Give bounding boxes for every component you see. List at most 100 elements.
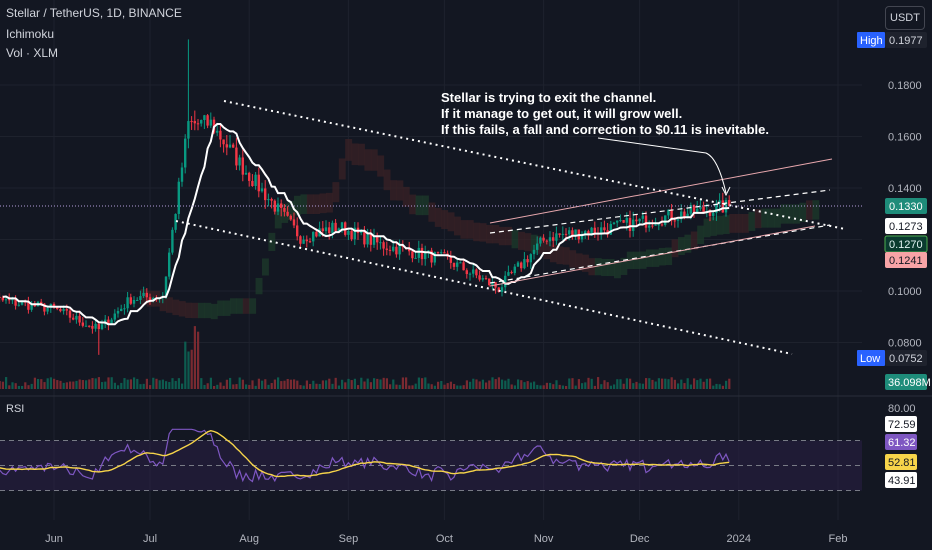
ichimoku-cloud-segment — [697, 225, 705, 245]
ichimoku-cloud-segment — [799, 202, 807, 223]
candle-body — [97, 323, 100, 330]
candle-body — [369, 233, 372, 245]
ichimoku-cloud-segment — [358, 143, 365, 166]
ichimoku-cloud-segment — [754, 209, 762, 229]
volume-bar — [232, 384, 235, 389]
chart-annotation: Stellar is trying to exit the channel. I… — [441, 90, 769, 138]
candle-body — [420, 247, 424, 260]
volume-bar — [209, 377, 212, 389]
candle-body — [280, 203, 283, 208]
volume-bar — [155, 378, 158, 389]
candle-body — [219, 130, 222, 140]
candle-body — [635, 219, 638, 222]
time-axis-label: Jul — [143, 533, 157, 545]
candle-body — [456, 262, 459, 267]
ichimoku-cloud-segment — [505, 226, 513, 246]
candle-body — [622, 220, 625, 223]
trendline-upper — [223, 100, 846, 230]
annotation-arrow — [597, 137, 727, 194]
ichimoku-cloud-segment — [313, 194, 321, 215]
candle-body — [443, 252, 446, 254]
volume-bar — [309, 383, 312, 389]
candle-body — [312, 231, 315, 242]
ichimoku-cloud-segment — [562, 247, 570, 265]
volume-bar — [251, 380, 254, 389]
volume-bar — [443, 384, 446, 389]
volume-bar — [398, 384, 401, 389]
candle-body — [430, 250, 433, 263]
candle-body — [600, 227, 603, 234]
ichimoku-cloud-segment — [601, 258, 609, 277]
volume-bar — [648, 378, 651, 389]
currency-button[interactable]: USDT — [885, 6, 925, 30]
volume-bar — [165, 381, 168, 389]
candle-body — [30, 303, 33, 310]
candle-body — [164, 276, 168, 298]
ichimoku-cloud-segment — [594, 258, 602, 276]
volume-bar — [8, 385, 11, 389]
volume-bar — [593, 385, 596, 389]
ichimoku-cloud-segment — [774, 208, 781, 228]
candle-body — [728, 200, 731, 206]
volume-bar — [126, 379, 129, 389]
volume-bar — [213, 385, 216, 389]
volume-bar — [293, 379, 296, 389]
ichimoku-cloud-segment — [300, 194, 308, 215]
volume-bar — [360, 377, 363, 389]
volume-bar — [49, 377, 52, 389]
volume-bar — [142, 383, 145, 389]
time-axis-label: Feb — [829, 533, 848, 545]
volume-bar — [350, 380, 353, 389]
volume-bar — [581, 383, 584, 389]
volume-bar — [238, 377, 241, 389]
candle-body — [235, 147, 238, 166]
volume-bar — [587, 377, 590, 389]
candle-body — [475, 269, 478, 276]
annotation-line: If it manage to get out, it will grow we… — [441, 106, 683, 121]
volume-bar — [680, 379, 683, 389]
candle-body — [564, 233, 568, 235]
volume-bar — [120, 382, 123, 389]
ichimoku-cloud-segment — [761, 208, 769, 228]
volume-bar — [280, 381, 283, 389]
volume-bar — [33, 377, 36, 389]
candle-body — [641, 215, 644, 219]
candle-body — [123, 308, 126, 310]
ichimoku-cloud-segment — [511, 230, 519, 249]
volume-bar — [606, 382, 609, 389]
candle-body — [324, 227, 328, 232]
volume-bar — [478, 381, 481, 389]
candle-body — [8, 299, 11, 301]
indicator-ichimoku-label[interactable]: Ichimoku — [6, 27, 55, 41]
indicator-volume-label[interactable]: Vol · XLM — [6, 46, 59, 60]
volume-bar — [613, 384, 616, 389]
volume-bar — [0, 380, 1, 389]
volume-bar — [446, 383, 449, 389]
volume-bar — [24, 382, 27, 389]
candle-body — [17, 304, 20, 306]
volume-bar — [75, 380, 78, 389]
candle-body — [673, 220, 676, 222]
volume-bar — [485, 382, 488, 389]
candle-body — [0, 296, 1, 298]
candle-body — [632, 219, 635, 231]
candle-body — [465, 270, 468, 275]
volume-bar — [424, 377, 427, 389]
ichimoku-cloud-segment — [447, 212, 455, 232]
ichimoku-cloud-segment — [249, 298, 257, 314]
volume-bar — [174, 380, 177, 389]
volume-bar — [641, 383, 644, 389]
candle-body — [699, 206, 702, 209]
candle-body — [254, 174, 257, 187]
price-tag-value: 0.1273 — [889, 221, 923, 233]
price-tag-value: 0.0752 — [889, 353, 923, 365]
candle-body — [532, 249, 536, 255]
volume-bar — [385, 378, 388, 389]
volume-bar — [597, 377, 600, 389]
candle-body — [424, 252, 427, 260]
ichimoku-cloud-segment — [390, 180, 397, 201]
volume-bar — [11, 382, 14, 389]
candle-body — [283, 207, 286, 212]
ichimoku-cloud-segment — [383, 169, 391, 191]
